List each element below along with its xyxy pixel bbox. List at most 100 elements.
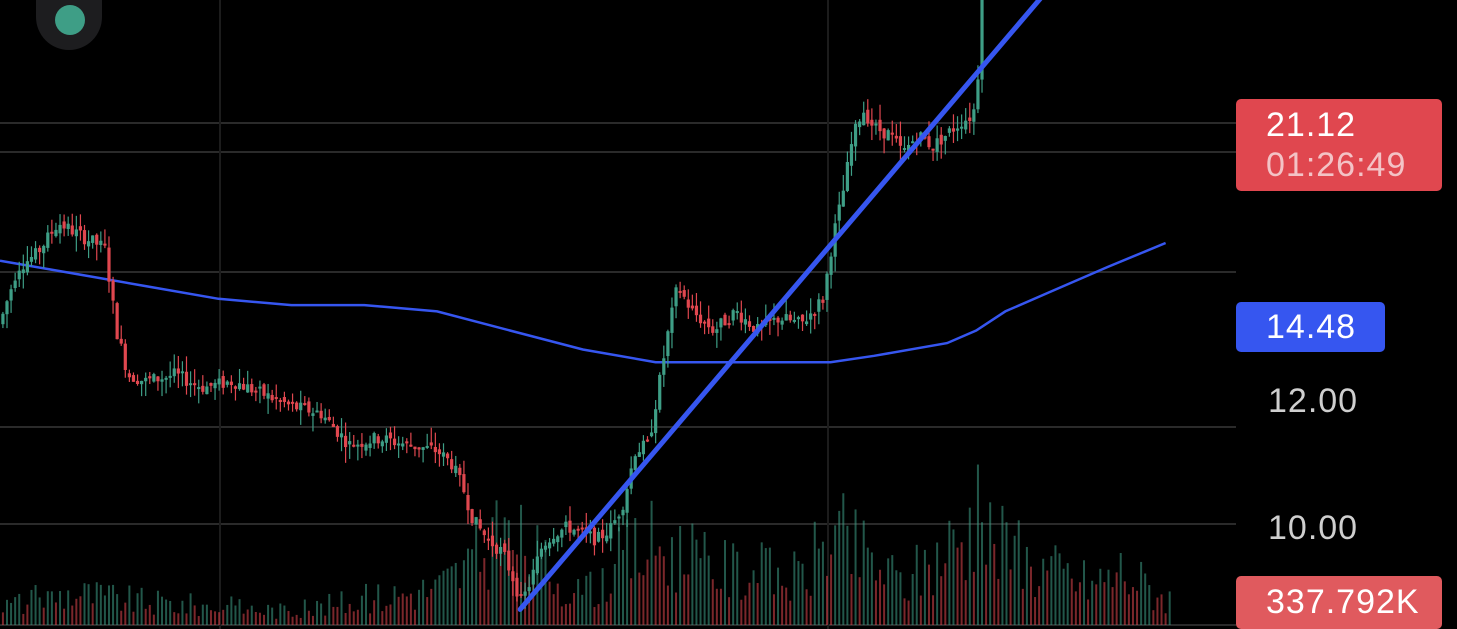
volume-bar [173, 612, 176, 625]
volume-bar [1001, 505, 1004, 625]
volume-bar [589, 571, 592, 625]
volume-bar [679, 526, 682, 625]
volume-bar [320, 603, 323, 625]
volume-bar [112, 584, 115, 625]
candle-body [596, 531, 601, 542]
volume-bar [1034, 597, 1037, 625]
candle-body [315, 410, 319, 413]
volume-bar [760, 542, 763, 625]
volume-bar [891, 555, 894, 625]
candle-body [902, 148, 907, 151]
volume-bar [1131, 587, 1134, 625]
volume-bar [785, 587, 788, 625]
volume-bar [14, 597, 17, 625]
candle-body [352, 444, 356, 447]
volume-bar [340, 591, 343, 625]
volume-bar [789, 600, 792, 625]
candle-body [527, 587, 531, 592]
volume-bar [548, 581, 551, 625]
volume-bar [250, 605, 253, 625]
volume-bar [781, 585, 784, 625]
volume-bar [291, 616, 294, 625]
candle-body [845, 162, 849, 191]
volume-bar [189, 593, 192, 625]
volume-bar [948, 520, 951, 625]
candle-body [539, 548, 544, 557]
candle-body [74, 229, 78, 237]
candle-body [886, 130, 890, 141]
candle-body [437, 449, 442, 455]
volume-bar [748, 582, 751, 625]
volume-bar [834, 525, 837, 625]
candle-body [641, 440, 646, 455]
volume-bar [601, 568, 604, 625]
candle-body [874, 123, 878, 126]
candle-body [711, 326, 715, 333]
candle-body [943, 135, 947, 141]
volume-bar [846, 525, 849, 625]
volume-bar [275, 618, 278, 625]
candle-body [494, 544, 499, 554]
volume-bar [1083, 560, 1086, 625]
last-price-badge: 21.12 01:26:49 [1236, 99, 1442, 191]
volume-bar [1119, 552, 1122, 625]
candle-body [140, 380, 144, 385]
volume-bar [879, 569, 882, 625]
volume-bar [156, 590, 159, 625]
candle-body [290, 401, 295, 404]
candle-body [486, 538, 490, 541]
candle-body [58, 224, 62, 234]
candle-body [482, 530, 486, 536]
candle-body [658, 374, 662, 410]
volume-bar [993, 543, 996, 625]
volume-bar [42, 607, 45, 625]
volume-bar [120, 610, 123, 625]
volume-bar [22, 613, 25, 625]
volume-bar [825, 575, 828, 625]
volume-bar [1, 612, 4, 625]
candle-body [445, 453, 450, 459]
volume-bar [593, 607, 596, 625]
volume-bar [564, 604, 567, 625]
volume-bar [381, 611, 384, 625]
candle-body [511, 571, 515, 582]
volume-bar [768, 547, 771, 625]
trendline[interactable] [517, 0, 1216, 612]
volume-bar [940, 576, 943, 625]
candle-body [131, 375, 136, 382]
volume-bar [214, 611, 217, 625]
candle-body [813, 313, 817, 316]
volume-bar [283, 605, 286, 625]
app-logo[interactable] [36, 0, 102, 50]
candle-body [515, 577, 519, 597]
volume-bar [71, 605, 74, 625]
volume-bar [46, 591, 49, 625]
candle-body [250, 384, 254, 393]
volume-bar [405, 596, 408, 625]
volume-bar [976, 464, 979, 625]
candle-body [397, 443, 401, 446]
candle-body [384, 435, 388, 443]
volume-bar [10, 602, 13, 625]
candle-body [21, 269, 25, 274]
candle-body [42, 245, 46, 254]
volume-bar [777, 567, 780, 625]
candle-body [168, 375, 172, 378]
candle-body [295, 402, 299, 410]
candle-body [99, 240, 103, 246]
volume-bar [267, 604, 270, 625]
candle-body [201, 385, 205, 392]
candle-body [654, 409, 658, 434]
volume-bar [348, 603, 351, 625]
volume-bar [1074, 591, 1077, 625]
candle-body [878, 119, 882, 132]
volume-bar [332, 606, 335, 625]
candlestick-series [1, 0, 984, 609]
volume-bar [719, 588, 722, 625]
candle-body [144, 377, 148, 382]
volume-bar [311, 615, 314, 625]
volume-bar [458, 588, 461, 625]
volume-bar [911, 573, 914, 625]
candle-body [796, 317, 801, 320]
